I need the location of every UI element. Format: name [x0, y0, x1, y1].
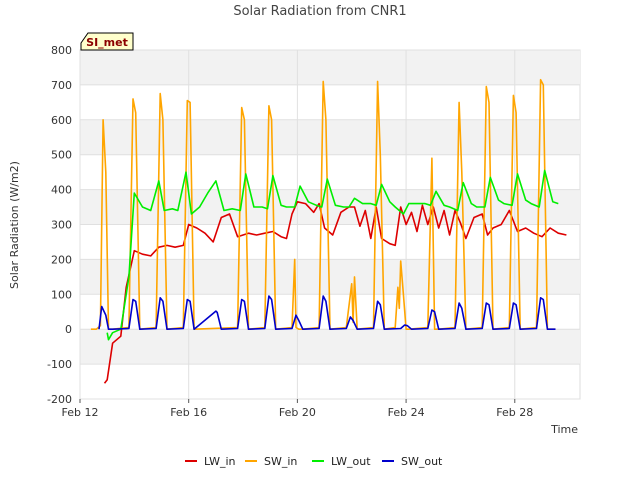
- plot-band: [80, 50, 580, 85]
- y-axis-title: Solar Radiation (W/m2): [8, 161, 21, 289]
- y-tick-label: 300: [51, 219, 72, 232]
- y-tick-label: 500: [51, 149, 72, 162]
- y-tick-label: 200: [51, 253, 72, 266]
- legend-label: SW_out: [401, 455, 443, 468]
- series-line-lw-out: [106, 169, 559, 341]
- legend-label: SW_in: [264, 455, 297, 468]
- x-tick-label: Feb 12: [62, 406, 99, 419]
- y-tick-label: -200: [47, 393, 72, 406]
- legend: LW_in SW_in LW_out SW_out: [185, 455, 443, 468]
- y-tick-label: 0: [65, 323, 72, 336]
- x-axis-ticks: Feb 12 Feb 16 Feb 20 Feb 24 Feb 28: [62, 399, 533, 419]
- y-tick-label: 600: [51, 114, 72, 127]
- y-tick-label: 800: [51, 44, 72, 57]
- site-badge: SI_met: [80, 32, 134, 51]
- y-tick-label: 700: [51, 79, 72, 92]
- y-axis-ticks: -200 -100 0 100 200 300 400 500 600 700 800: [47, 44, 72, 406]
- plot-band: [80, 119, 580, 155]
- x-tick-label: Feb 16: [170, 406, 207, 419]
- y-tick-label: -100: [47, 358, 72, 371]
- series-line-sw-out: [98, 295, 556, 331]
- plot-band: [80, 329, 580, 365]
- site-badge-label: SI_met: [86, 36, 128, 49]
- x-tick-label: Feb 24: [388, 406, 425, 419]
- x-tick-label: Feb 20: [279, 406, 316, 419]
- chart-title: Solar Radiation from CNR1: [233, 4, 406, 19]
- y-tick-label: 100: [51, 288, 72, 301]
- legend-label: LW_in: [204, 455, 236, 468]
- x-tick-label: Feb 28: [496, 406, 533, 419]
- series-lines: [90, 78, 567, 384]
- x-axis-title: Time: [550, 423, 578, 436]
- y-tick-label: 400: [51, 184, 72, 197]
- site-badge-box: [80, 32, 134, 51]
- legend-label: LW_out: [331, 455, 371, 468]
